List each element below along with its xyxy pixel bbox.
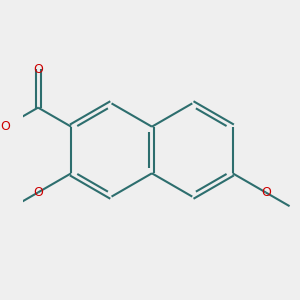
Text: O: O <box>33 63 43 76</box>
Text: O: O <box>33 186 43 199</box>
Text: O: O <box>261 186 271 199</box>
Text: O: O <box>0 120 10 133</box>
